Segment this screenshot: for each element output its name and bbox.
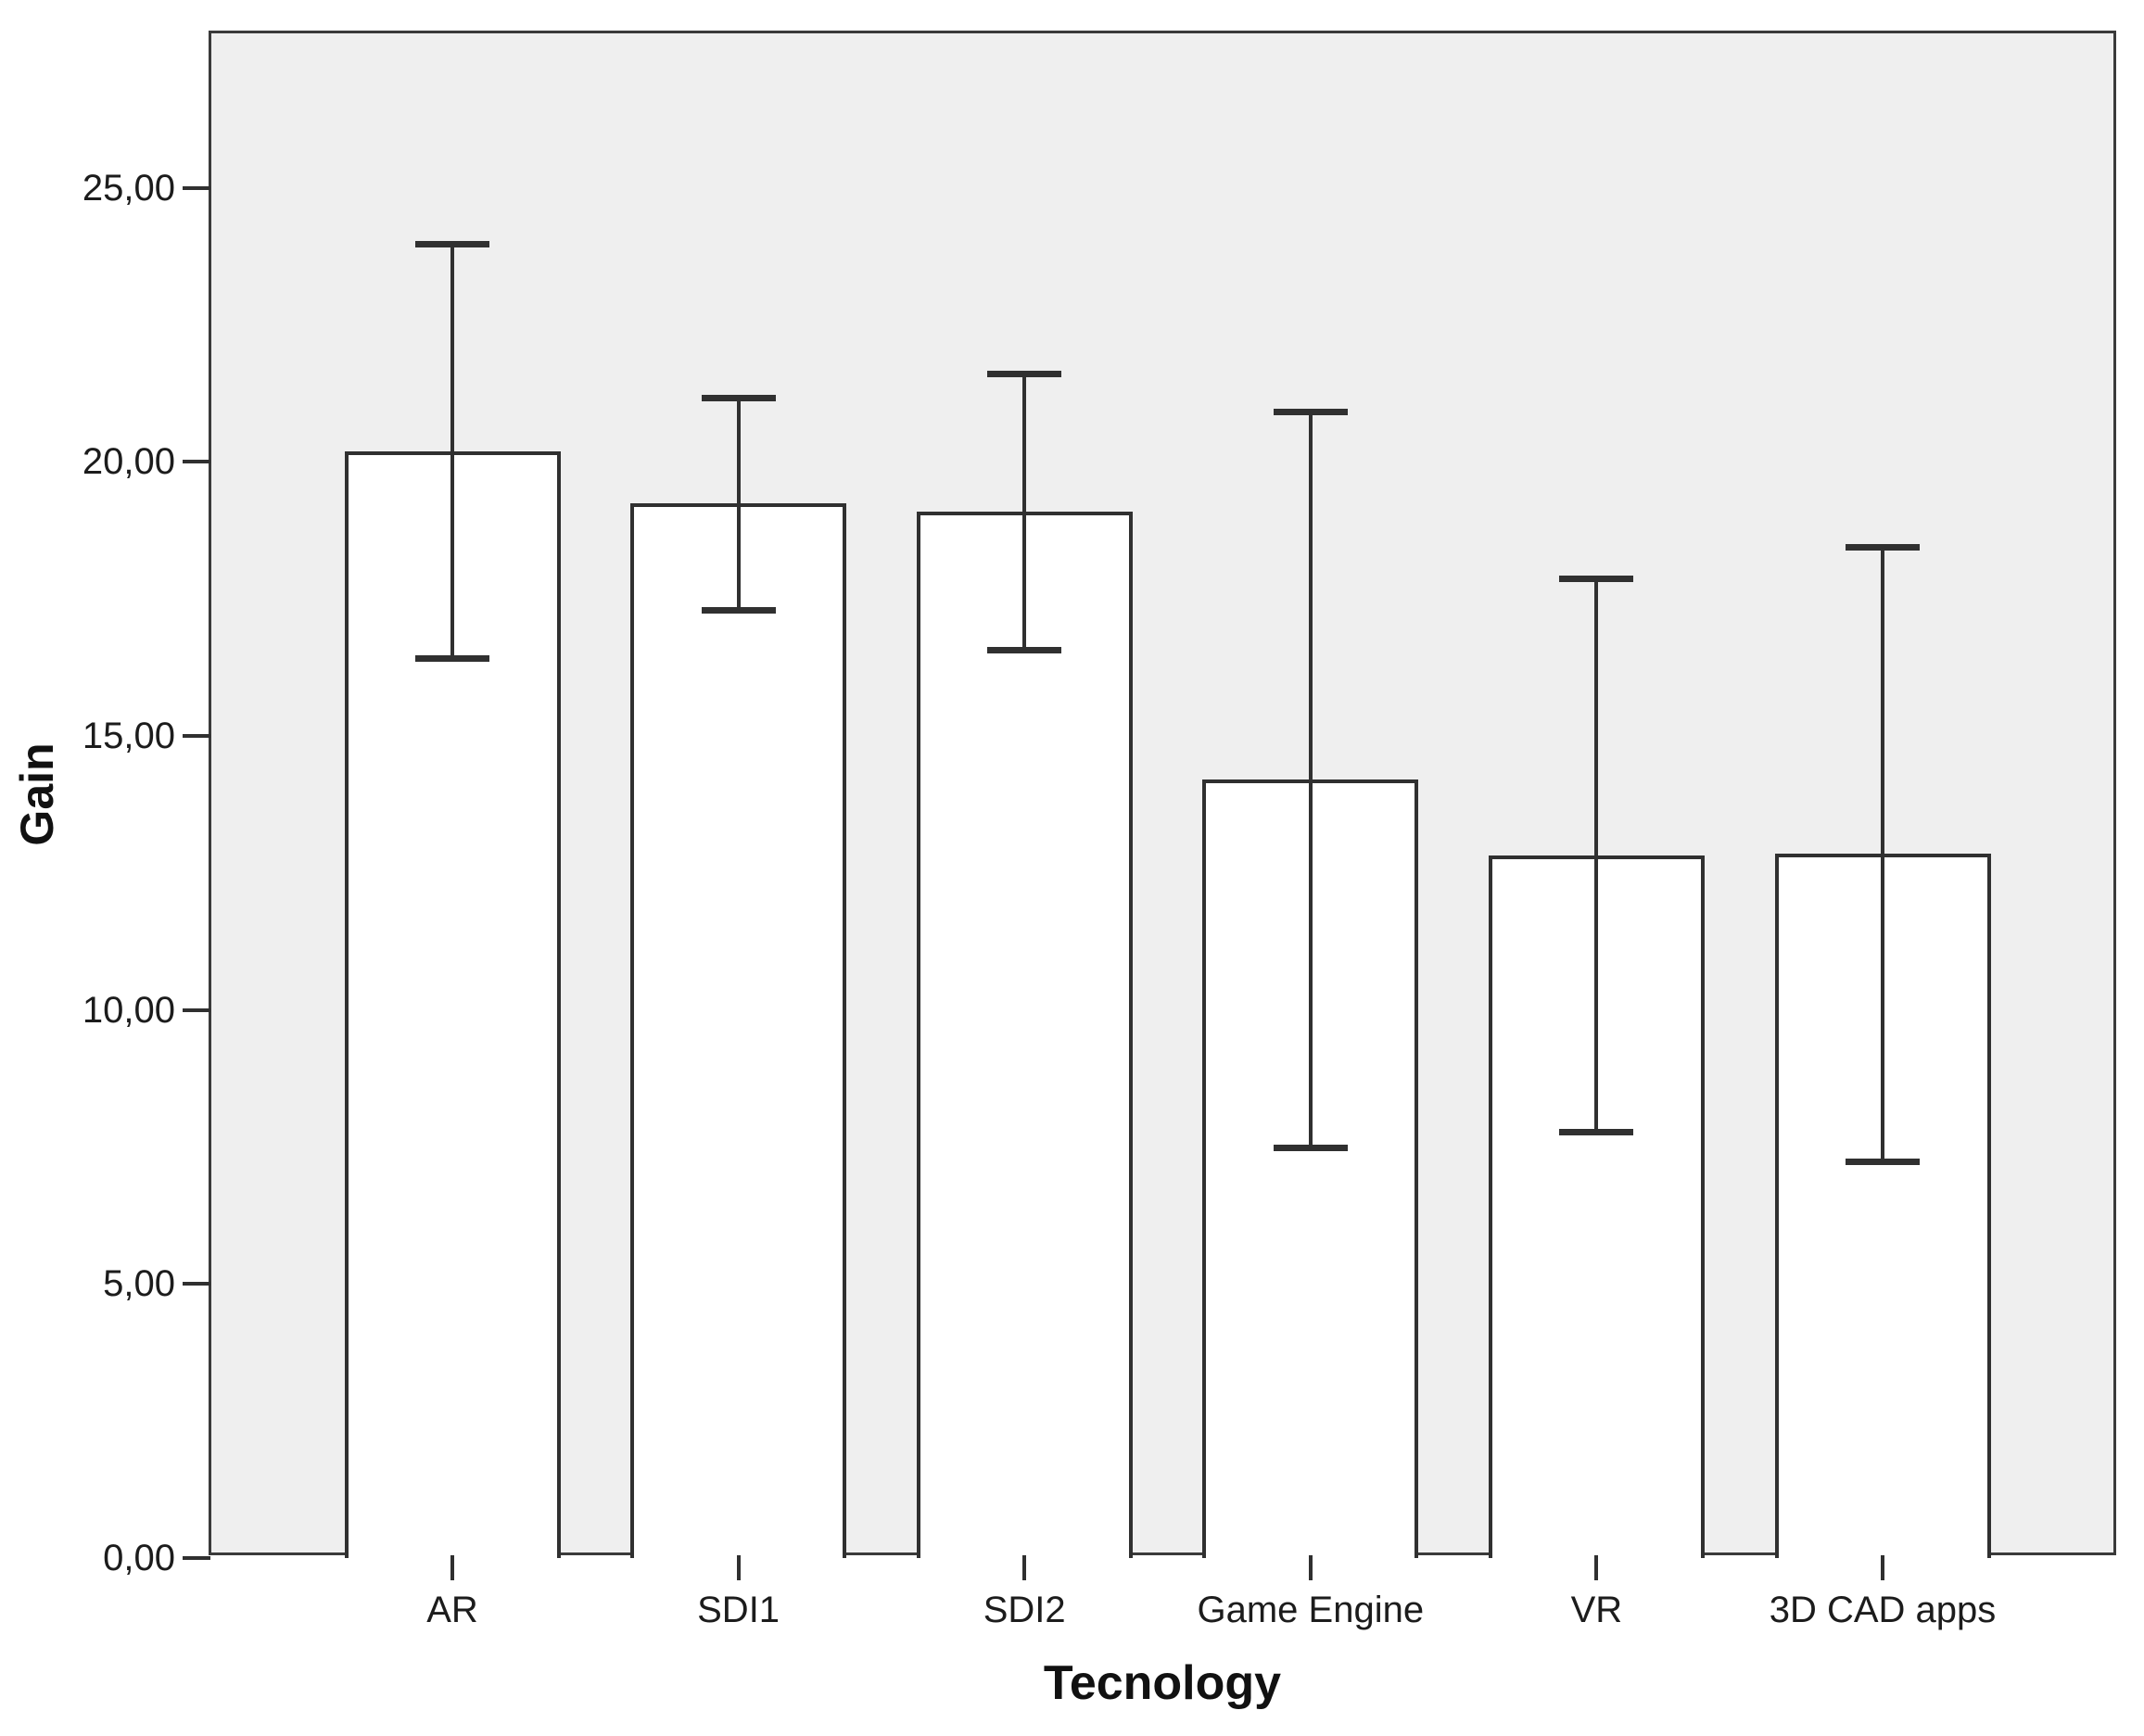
x-axis-title: Tecnology (1043, 1656, 1282, 1710)
error-bar-line (1308, 411, 1313, 1148)
error-bar-line (450, 244, 454, 659)
error-bar-cap-top (701, 395, 776, 402)
error-bar-cap-top (987, 371, 1062, 378)
y-tick-mark (183, 185, 210, 190)
x-tick-mark (1881, 1555, 1884, 1580)
y-tick-label: 25,00 (82, 167, 175, 209)
error-bar-cap-bottom (1846, 1158, 1920, 1165)
error-bar-cap-top (1273, 408, 1348, 415)
category-label: AR (426, 1590, 478, 1630)
category-label: VR (1570, 1590, 1623, 1630)
category-label: SDI1 (697, 1590, 780, 1630)
y-tick-mark (183, 1282, 210, 1286)
y-tick-mark (183, 1007, 210, 1012)
error-bar-cap-bottom (1273, 1145, 1348, 1152)
error-bar-cap-bottom (415, 655, 489, 663)
x-tick-mark (1308, 1555, 1313, 1580)
error-bar-line (736, 398, 741, 611)
plot-panel: 0,00 5,00 10,00 15,00 20,00 25,00 AR SDI1 SDI2 Ga… (82, 31, 2116, 1630)
category-label: 3D CAD apps (1769, 1590, 1997, 1630)
error-bar-cap-bottom (701, 607, 776, 615)
y-tick-label: 5,00 (103, 1263, 175, 1305)
y-tick-label: 20,00 (82, 441, 175, 483)
error-bar-cap-bottom (987, 647, 1062, 654)
x-tick-mark (1022, 1555, 1027, 1580)
error-bar-cap-top (1559, 575, 1634, 582)
y-tick-mark (183, 460, 210, 464)
y-axis-title: Gain (11, 742, 63, 846)
x-tick-mark (450, 1555, 454, 1580)
error-bar-line (1594, 577, 1599, 1132)
error-bar-cap-bottom (1559, 1128, 1634, 1135)
bar (630, 502, 847, 1558)
y-tick-mark (183, 734, 210, 739)
y-tick-label: 15,00 (82, 716, 175, 757)
y-tick-label: 10,00 (82, 989, 175, 1031)
x-tick-mark (736, 1555, 741, 1580)
y-tick-mark (183, 1556, 210, 1560)
error-bar-cap-top (415, 241, 489, 248)
error-bar-line (1022, 374, 1027, 651)
error-bar-cap-top (1846, 544, 1920, 551)
category-label: SDI2 (983, 1590, 1066, 1630)
category-label: Game Engine (1197, 1590, 1425, 1630)
bar (916, 511, 1133, 1558)
y-tick-label: 0,00 (103, 1538, 175, 1578)
x-tick-mark (1594, 1555, 1599, 1580)
error-bar-line (1881, 547, 1884, 1161)
